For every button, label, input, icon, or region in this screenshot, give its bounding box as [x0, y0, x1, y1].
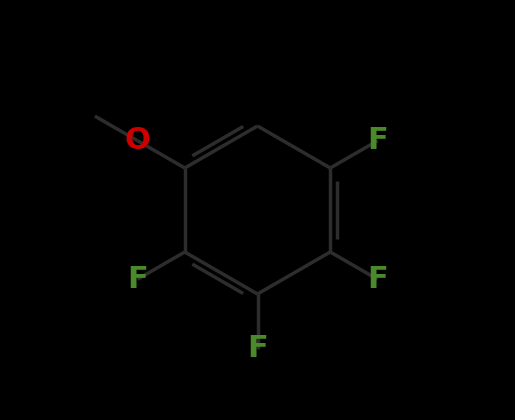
Text: F: F [127, 265, 148, 294]
Text: F: F [247, 334, 268, 363]
Text: F: F [367, 265, 388, 294]
Text: O: O [125, 126, 150, 155]
Text: F: F [367, 126, 388, 155]
